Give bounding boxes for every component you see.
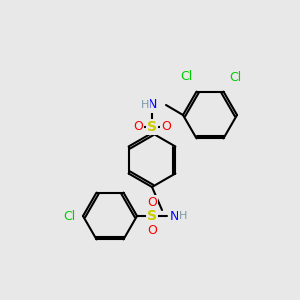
Text: O: O [161,121,171,134]
Text: S: S [147,120,157,134]
Text: Cl: Cl [230,70,242,84]
Text: N: N [169,209,179,223]
Text: O: O [147,196,157,208]
Text: H: H [179,211,187,221]
Text: O: O [133,121,143,134]
Text: O: O [147,224,157,236]
Text: N: N [147,98,157,112]
Text: Cl: Cl [63,209,75,223]
Text: Cl: Cl [180,70,193,83]
Text: S: S [147,209,157,223]
Text: H: H [141,100,149,110]
